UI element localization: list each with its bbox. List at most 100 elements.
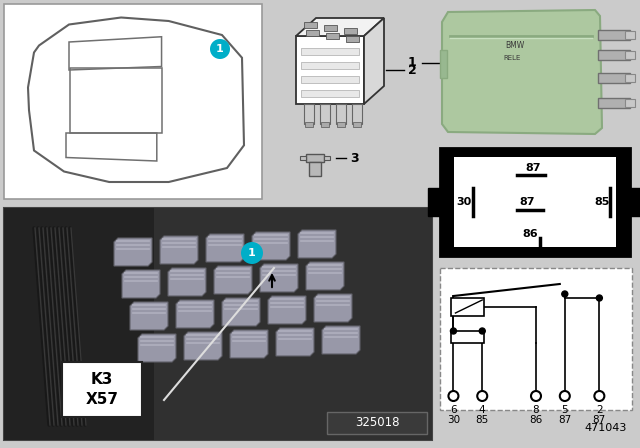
Text: 2: 2 <box>596 405 603 415</box>
Text: 30: 30 <box>456 197 472 207</box>
Polygon shape <box>260 264 298 292</box>
Bar <box>327 412 427 434</box>
Bar <box>324 156 330 160</box>
Circle shape <box>595 391 604 401</box>
Text: RELE: RELE <box>503 55 521 61</box>
Polygon shape <box>138 334 176 362</box>
Text: 3: 3 <box>350 151 358 164</box>
Bar <box>625 51 635 59</box>
Text: 86: 86 <box>522 229 538 239</box>
Circle shape <box>560 391 570 401</box>
Bar <box>625 31 635 39</box>
Text: K3: K3 <box>91 372 113 388</box>
Bar <box>305 122 313 127</box>
Polygon shape <box>364 18 384 104</box>
Bar <box>301 62 359 69</box>
Circle shape <box>241 242 263 264</box>
Bar <box>321 122 329 127</box>
Bar <box>306 30 319 36</box>
Circle shape <box>479 328 485 334</box>
Text: BMW: BMW <box>506 42 525 51</box>
Bar <box>301 90 359 97</box>
Bar <box>300 156 306 160</box>
Polygon shape <box>252 232 290 260</box>
Bar <box>4 208 432 440</box>
Bar <box>306 154 324 162</box>
Bar <box>598 98 630 108</box>
Bar <box>301 76 359 83</box>
Polygon shape <box>276 328 314 356</box>
Text: 5: 5 <box>561 405 568 415</box>
Polygon shape <box>314 294 352 322</box>
Bar <box>346 36 359 42</box>
Bar <box>296 36 364 104</box>
Polygon shape <box>296 18 384 36</box>
Bar <box>440 268 632 410</box>
Bar <box>301 48 359 55</box>
Text: 87: 87 <box>525 163 541 173</box>
Text: 325018: 325018 <box>355 417 399 430</box>
Circle shape <box>477 391 487 401</box>
Text: 30: 30 <box>447 415 460 425</box>
Bar <box>326 33 339 39</box>
Bar <box>4 4 262 199</box>
Circle shape <box>451 328 456 334</box>
Bar <box>440 148 630 256</box>
Bar <box>62 362 142 417</box>
Text: 85: 85 <box>476 415 489 425</box>
Polygon shape <box>230 330 268 358</box>
Bar <box>309 162 321 176</box>
Text: 4: 4 <box>479 405 486 415</box>
Bar <box>304 104 314 124</box>
Bar <box>324 25 337 31</box>
Bar <box>344 28 357 34</box>
Polygon shape <box>168 268 206 296</box>
Text: 1: 1 <box>248 248 256 258</box>
Bar <box>4 208 154 440</box>
Polygon shape <box>122 270 160 298</box>
Bar <box>454 157 616 247</box>
Text: 8: 8 <box>532 405 540 415</box>
Polygon shape <box>114 238 152 266</box>
Text: 6: 6 <box>450 405 457 415</box>
Bar <box>451 298 484 316</box>
Polygon shape <box>176 300 214 328</box>
Polygon shape <box>322 326 360 354</box>
Text: 1: 1 <box>407 56 416 69</box>
Bar <box>428 188 442 216</box>
Bar <box>320 104 330 124</box>
Bar <box>628 188 640 216</box>
Bar <box>336 104 346 124</box>
Polygon shape <box>130 302 168 330</box>
Polygon shape <box>222 298 260 326</box>
Bar <box>451 331 484 343</box>
Text: X57: X57 <box>86 392 118 408</box>
Polygon shape <box>214 266 252 294</box>
Bar <box>598 73 630 83</box>
Bar <box>154 208 432 440</box>
Text: 86: 86 <box>529 415 543 425</box>
Bar <box>337 122 345 127</box>
Circle shape <box>210 39 230 59</box>
Circle shape <box>531 391 541 401</box>
Polygon shape <box>442 10 602 134</box>
Text: 2: 2 <box>408 64 417 77</box>
Polygon shape <box>160 236 198 264</box>
Polygon shape <box>306 262 344 290</box>
Circle shape <box>596 295 602 301</box>
Circle shape <box>449 391 458 401</box>
Bar <box>352 104 362 124</box>
Bar <box>440 50 447 78</box>
Text: 1: 1 <box>216 44 224 54</box>
Text: 87: 87 <box>558 415 572 425</box>
Bar <box>304 22 317 28</box>
Polygon shape <box>268 296 306 324</box>
Polygon shape <box>298 230 336 258</box>
Polygon shape <box>206 234 244 262</box>
Bar <box>625 99 635 107</box>
Text: 87: 87 <box>519 197 535 207</box>
Bar <box>598 30 630 40</box>
Bar <box>353 122 361 127</box>
Bar <box>598 50 630 60</box>
Polygon shape <box>184 332 222 360</box>
